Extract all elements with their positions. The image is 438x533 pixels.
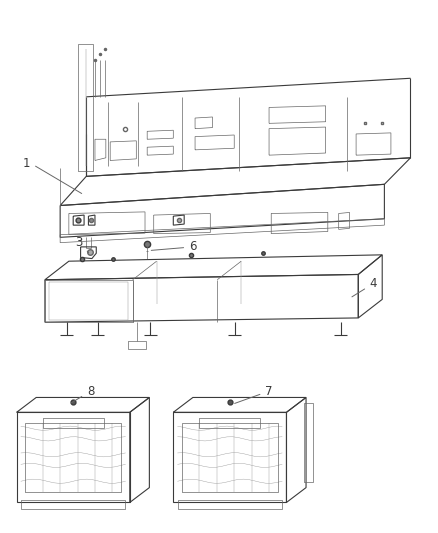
Text: 3: 3	[75, 236, 89, 253]
Text: 1: 1	[23, 157, 82, 193]
Text: 8: 8	[71, 385, 94, 403]
Text: 6: 6	[151, 240, 197, 253]
Text: 7: 7	[235, 385, 273, 403]
Text: 4: 4	[352, 277, 377, 297]
